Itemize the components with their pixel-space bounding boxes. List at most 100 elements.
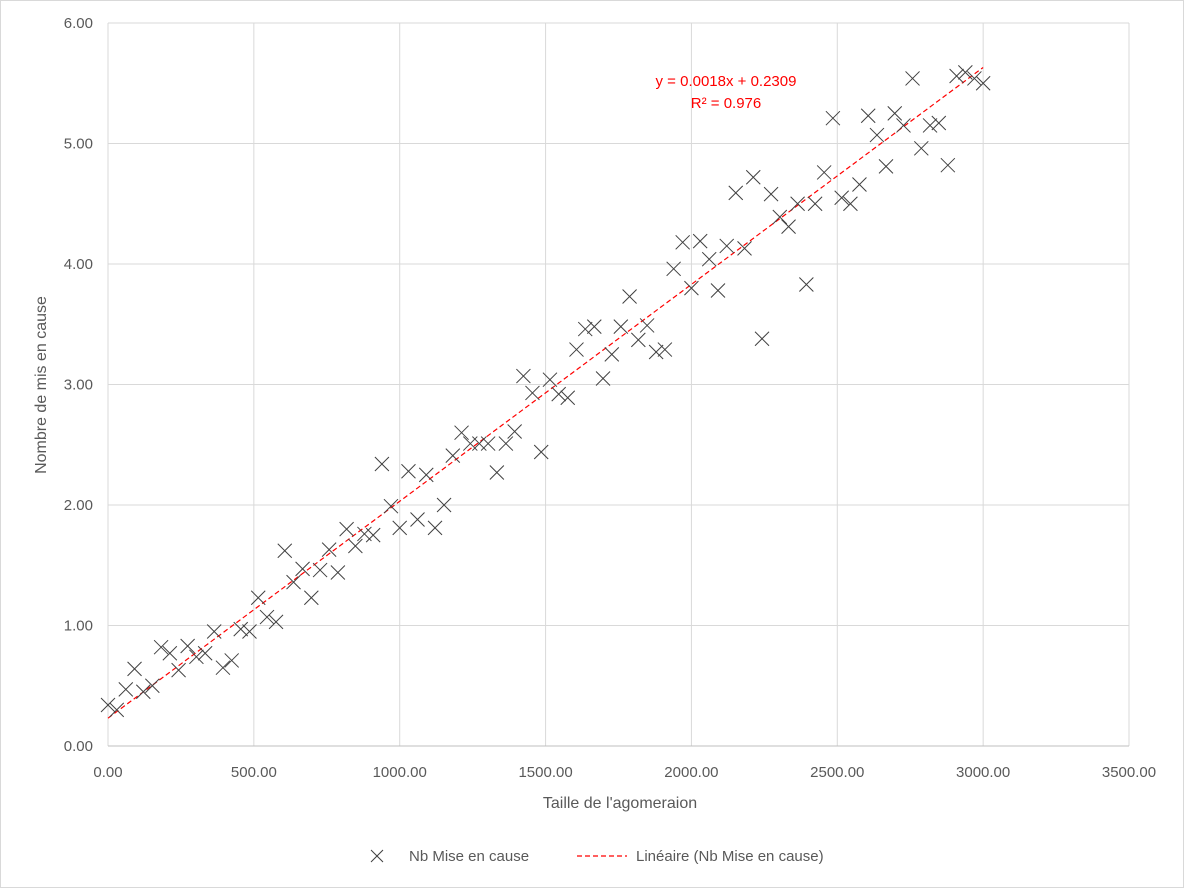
trendline [107,66,984,719]
data-point [577,321,593,337]
data-point [622,289,637,304]
trendline-r-squared: R² = 0.976 [691,95,761,112]
x-tick-label: 3500.00 [1102,764,1156,781]
data-point [860,108,876,124]
data-point [852,177,867,192]
data-point [109,702,125,718]
data-point [931,115,947,131]
data-point [197,645,213,661]
data-points [100,65,991,718]
data-point [630,332,646,348]
data-point [525,385,540,401]
data-point [737,240,752,256]
data-point [666,261,681,277]
data-point [957,65,973,80]
data-point [162,645,178,661]
data-point [887,106,903,121]
data-point [586,319,602,335]
data-point [507,424,523,439]
x-tick-label: 2500.00 [810,764,864,781]
y-tick-label: 4.00 [64,256,93,273]
gridlines [107,22,1130,747]
data-point [127,661,142,677]
data-point [878,159,894,174]
y-tick-label: 0.00 [64,738,93,755]
data-point [967,71,982,86]
data-point [445,448,461,463]
data-point [489,465,505,480]
data-point [684,280,699,296]
x-axis-title: Taille de l'agomeraion [543,795,697,812]
data-point [551,386,567,402]
data-point [144,678,160,694]
trendline-layer [107,66,984,719]
data-point [896,118,911,133]
data-point [533,444,549,460]
y-tick-label: 1.00 [64,618,93,635]
data-point [410,512,425,527]
data-point [569,342,584,357]
data-point [719,238,735,254]
data-point [259,609,275,625]
data-point [427,520,443,536]
data-point [940,157,956,173]
data-point [454,425,469,441]
data-point [330,565,346,580]
data-point [745,169,761,185]
data-point [312,562,328,578]
data-point [250,590,266,606]
data-point [816,165,832,180]
data-point [613,319,629,335]
data-point [277,543,293,559]
x-tick-label: 3000.00 [956,764,1010,781]
data-point [242,624,257,639]
data-point [135,684,151,700]
data-point [754,331,770,347]
x-tick-label: 1500.00 [518,764,572,781]
data-point [843,196,858,212]
legend-marker-x-icon [370,849,384,863]
legend-label-trendline: Linéaire (Nb Mise en cause) [636,848,824,865]
x-axis-tick-labels: 0.00 500.00 1000.00 1500.00 2000.00 2500.00 30… [93,764,1156,781]
data-point [365,527,381,543]
data-point [401,463,416,479]
data-point [639,318,655,333]
data-point [215,660,231,676]
data-point [807,196,823,212]
data-point [825,110,841,126]
data-point [286,574,301,590]
data-point [392,520,408,536]
data-point [295,561,310,577]
data-point [180,638,195,654]
y-tick-label: 2.00 [64,497,93,514]
x-tick-label: 2000.00 [664,764,718,781]
y-tick-label: 6.00 [64,15,93,32]
data-point [648,344,664,360]
data-point [268,614,284,630]
data-point [834,190,850,206]
data-point [348,538,363,554]
data-point [728,185,744,201]
data-point [604,347,620,362]
data-point [922,118,938,133]
data-point [418,467,434,483]
data-point [436,497,452,513]
data-point [710,283,726,298]
data-point [516,368,531,384]
data-point [975,75,991,91]
x-tick-label: 500.00 [231,764,277,781]
data-point [692,233,708,249]
data-point [560,390,576,406]
data-point [772,209,788,225]
data-point [100,697,116,713]
data-point [595,371,611,386]
data-point [153,639,169,655]
trendline-equation: y = 0.0018x + 0.2309 [656,73,797,90]
x-tick-label: 0.00 [93,764,122,781]
data-point [949,68,964,84]
data-point [498,436,514,451]
y-tick-label: 3.00 [64,377,93,394]
data-point [189,649,204,665]
